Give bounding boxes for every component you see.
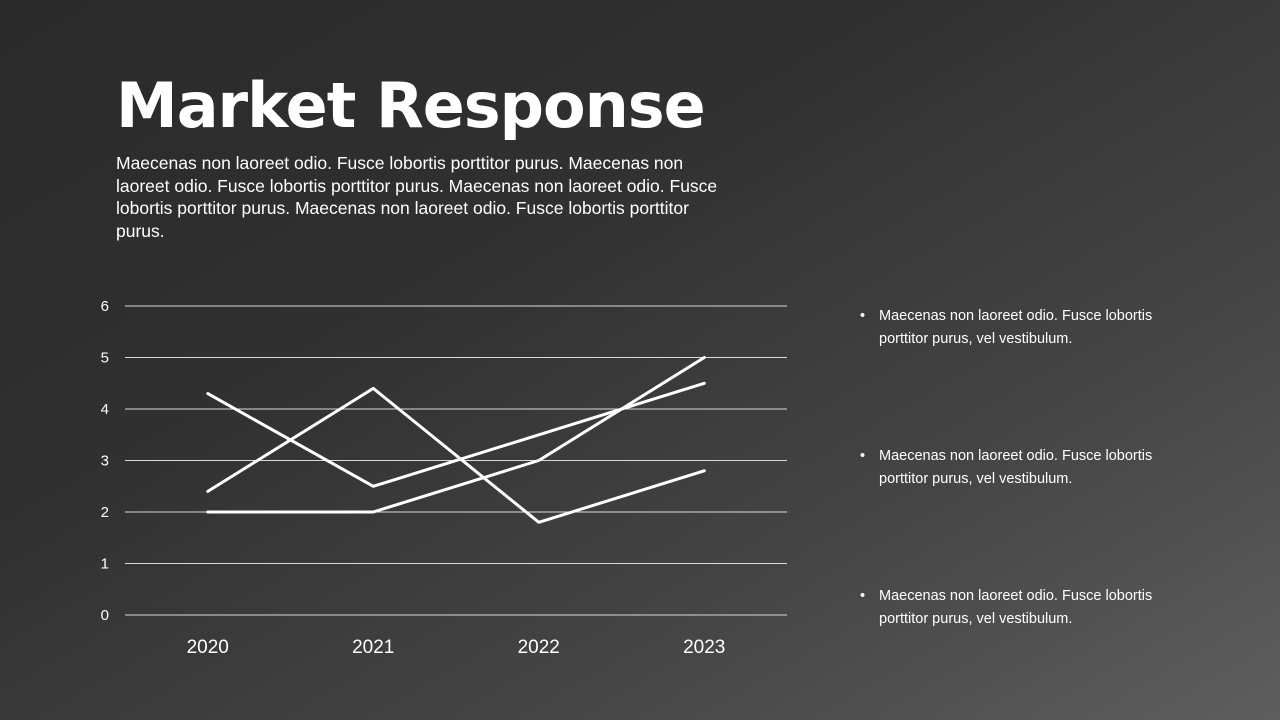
bullet-dot-icon: •: [860, 588, 866, 604]
x-tick-label: 2023: [683, 637, 725, 658]
y-tick-label: 0: [101, 607, 109, 624]
bullet-item: • Maecenas non laoreet odio. Fusce lobor…: [860, 305, 1190, 351]
bullet-text: Maecenas non laoreet odio. Fusce loborti…: [879, 448, 1153, 487]
y-tick-label: 2: [101, 504, 109, 521]
slide-title: Market Response: [116, 69, 706, 142]
y-tick-label: 6: [101, 298, 109, 315]
x-tick-label: 2020: [187, 637, 229, 658]
intro-paragraph: Maecenas non laoreet odio. Fusce loborti…: [116, 153, 718, 241]
bullet-dot-icon: •: [860, 308, 866, 324]
bullet-text: Maecenas non laoreet odio. Fusce loborti…: [879, 588, 1153, 627]
y-tick-label: 3: [101, 453, 109, 470]
line-chart: 0 1 2 3 4 5 6 2020 2021 2022 2023: [101, 298, 787, 658]
series-line-3: [206, 356, 706, 514]
series-line-1: [206, 381, 706, 488]
bullet-item: • Maecenas non laoreet odio. Fusce lobor…: [860, 445, 1190, 491]
bullet-dot-icon: •: [860, 448, 866, 464]
y-tick-label: 5: [101, 350, 109, 367]
y-tick-label: 4: [101, 401, 109, 418]
y-tick-label: 1: [101, 556, 109, 573]
bullet-text: Maecenas non laoreet odio. Fusce loborti…: [879, 308, 1153, 347]
series-line-2: [206, 386, 706, 524]
bullet-item: • Maecenas non laoreet odio. Fusce lobor…: [860, 585, 1190, 631]
x-tick-label: 2021: [352, 637, 394, 658]
x-tick-label: 2022: [518, 637, 560, 658]
